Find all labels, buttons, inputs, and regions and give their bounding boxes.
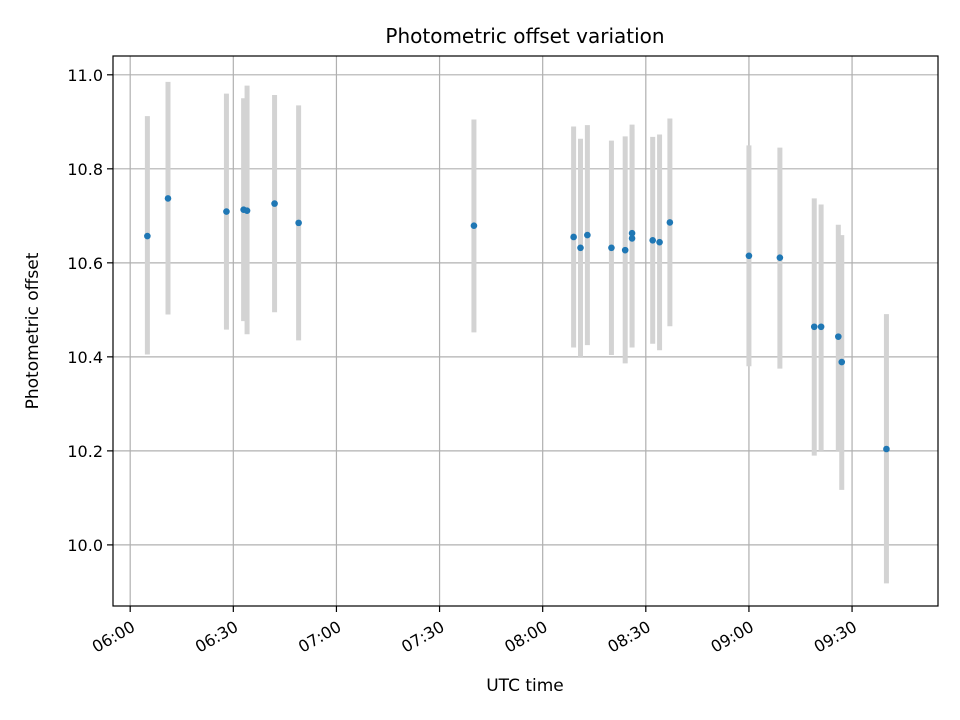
data-point xyxy=(144,232,151,240)
y-axis-label: Photometric offset xyxy=(23,252,43,409)
data-point xyxy=(835,333,842,340)
data-point xyxy=(776,254,784,261)
data-point xyxy=(608,244,615,252)
y-tick-label: 10.6 xyxy=(67,254,103,273)
data-point xyxy=(883,445,890,453)
data-point xyxy=(621,246,629,254)
chart-title: Photometric offset variation xyxy=(385,24,664,48)
data-point xyxy=(584,231,591,239)
data-point xyxy=(470,222,478,230)
data-point xyxy=(243,207,251,214)
data-point xyxy=(810,323,818,331)
data-point xyxy=(817,323,825,331)
data-point xyxy=(628,229,636,237)
data-point xyxy=(577,244,584,252)
data-point xyxy=(164,195,172,202)
data-point xyxy=(666,219,674,226)
y-tick-label: 10.8 xyxy=(67,160,103,179)
plot-frame xyxy=(112,55,939,607)
data-point xyxy=(271,200,278,207)
data-point xyxy=(745,252,753,260)
data-points xyxy=(144,195,890,453)
data-point xyxy=(295,219,302,227)
y-tick-label: 10.2 xyxy=(67,442,103,461)
y-axis-ticks: 10.0 10.2 10.4 10.6 10.8 11.0 xyxy=(67,66,113,555)
data-point xyxy=(223,208,230,215)
data-point xyxy=(838,358,846,366)
data-point xyxy=(649,236,656,244)
x-axis-label: UTC time xyxy=(486,676,564,696)
data-point xyxy=(628,235,636,242)
data-point xyxy=(570,233,577,241)
y-tick-label: 10.0 xyxy=(67,536,103,555)
y-tick-label: 10.4 xyxy=(67,348,103,367)
plot-area xyxy=(113,56,938,606)
y-tick-label: 11.0 xyxy=(67,66,103,85)
data-point xyxy=(656,238,663,246)
